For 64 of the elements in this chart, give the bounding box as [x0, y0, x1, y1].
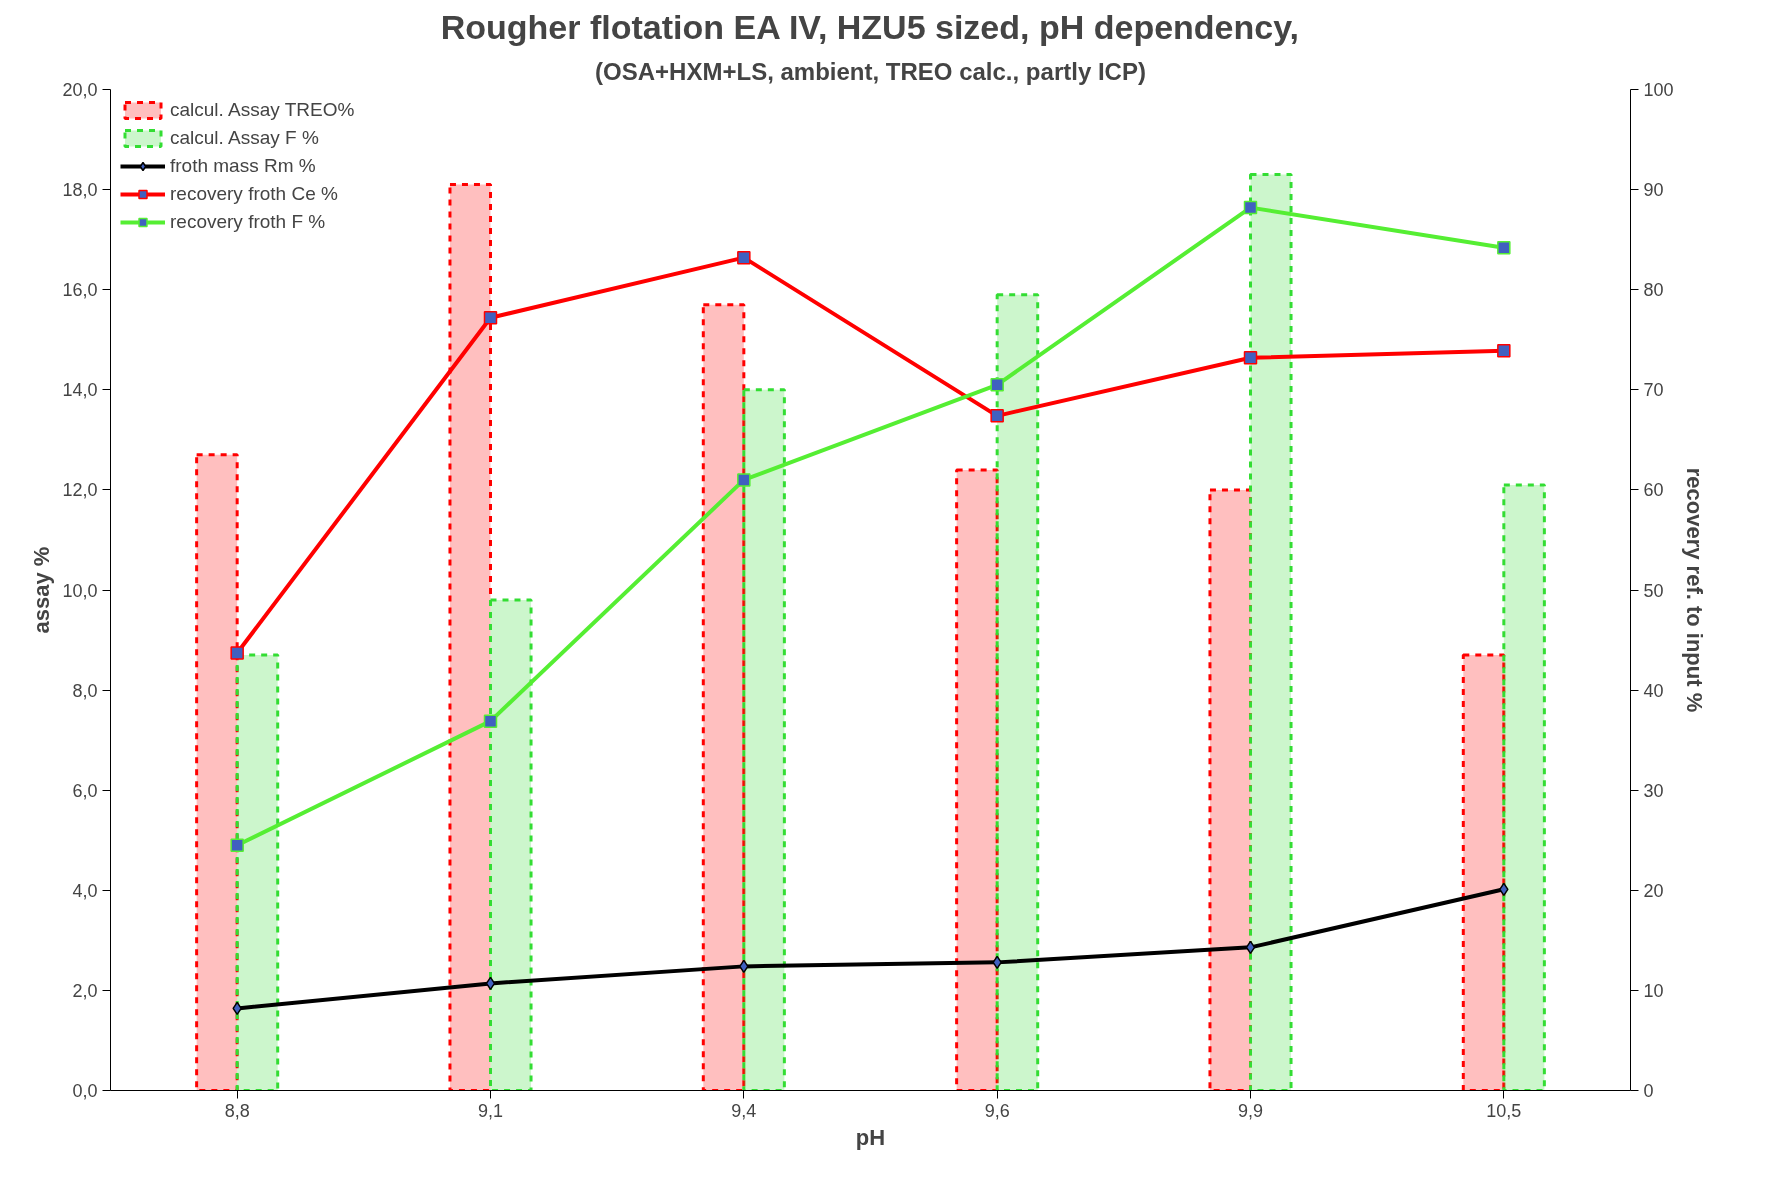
y2-tick-label: 40 [1643, 680, 1664, 701]
y2-axis-title: recovery ref. to input % [1681, 467, 1707, 713]
bar [1461, 653, 1506, 1091]
y-tick-label: 18,0 [62, 180, 98, 201]
x-tick-label: 9,9 [1237, 1100, 1264, 1121]
y2-tick-label: 50 [1643, 580, 1664, 601]
point [990, 378, 1004, 392]
point [230, 646, 244, 660]
x-tick-label: 9,6 [984, 1100, 1010, 1121]
y-tick-label: 14,0 [62, 380, 98, 401]
point [737, 473, 751, 487]
point [1497, 240, 1511, 255]
bar [1502, 483, 1546, 1091]
y2-tick-label: 70 [1643, 380, 1664, 401]
bar [742, 388, 786, 1091]
point [1497, 344, 1511, 358]
chart-subtitle: (OSA+HXM+LS, ambient, TREO calc., partly ICP) [595, 57, 1146, 85]
x-axis-title: pH [855, 1124, 886, 1150]
bar [1208, 488, 1252, 1091]
y2-tick-label: 0 [1643, 1081, 1654, 1101]
legend-label: calcul. Assay TREO% [170, 99, 355, 121]
y-tick-label: 10,0 [62, 580, 98, 601]
bar [235, 653, 280, 1091]
point [230, 838, 244, 853]
y-tick-label: 8,0 [72, 680, 98, 701]
y-tick-label: 12,0 [62, 480, 98, 501]
point [737, 250, 751, 265]
point [1245, 940, 1256, 955]
y2-tick-label: 30 [1643, 780, 1664, 801]
x-tick-label: 8,8 [224, 1100, 250, 1121]
point [485, 976, 496, 991]
y2-tick-label: 60 [1643, 480, 1664, 501]
bar [1249, 173, 1293, 1091]
bar [955, 468, 999, 1091]
y-axis-title: assay % [29, 546, 55, 634]
bar [489, 598, 533, 1091]
y2-tick-label: 80 [1643, 280, 1664, 301]
point [990, 409, 1004, 423]
y2-tick-label: 90 [1643, 180, 1664, 201]
bar [995, 293, 1040, 1091]
x-tick-label: 10,5 [1486, 1100, 1522, 1121]
y2-tick-label: 100 [1643, 80, 1674, 100]
bar [448, 183, 492, 1091]
point [483, 714, 498, 728]
y-tick-label: 4,0 [72, 880, 98, 901]
bar [701, 303, 746, 1091]
y-tick-label: 0,0 [72, 1081, 98, 1101]
y-tick-label: 2,0 [72, 980, 98, 1001]
y-tick-label: 6,0 [72, 780, 98, 801]
legend-label: recovery froth F % [170, 211, 326, 233]
point [1243, 200, 1258, 215]
y2-tick-label: 20 [1643, 880, 1664, 901]
legend-label: calcul. Assay F % [170, 127, 319, 149]
legend-label: froth mass Rm % [170, 155, 316, 177]
chart-title: Rougher flotation EA IV, HZU5 sized, pH dependency, [440, 7, 1300, 46]
point [483, 310, 498, 325]
y-tick-label: 20,0 [62, 80, 98, 100]
y2-tick-label: 10 [1643, 980, 1664, 1001]
x-tick-label: 9,1 [477, 1100, 504, 1121]
bar [195, 453, 239, 1091]
legend-label: recovery froth Ce % [170, 183, 338, 205]
point [1243, 351, 1258, 365]
y-tick-label: 16,0 [62, 280, 98, 301]
x-tick-label: 9,4 [731, 1100, 757, 1121]
